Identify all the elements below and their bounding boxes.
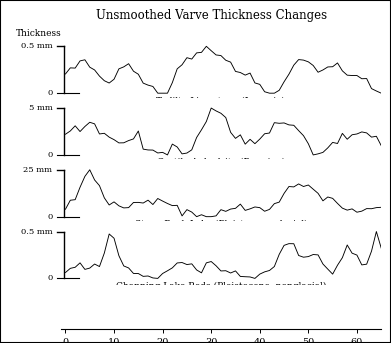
Text: 0: 0 bbox=[47, 89, 52, 97]
Text: 0: 0 bbox=[47, 151, 52, 159]
Text: 25 mm: 25 mm bbox=[23, 166, 52, 174]
Text: 0: 0 bbox=[47, 274, 52, 282]
Text: Steep Rock Lake (Pleistocene glacial): Steep Rock Lake (Pleistocene glacial) bbox=[135, 220, 307, 229]
Text: 0.5 mm: 0.5 mm bbox=[21, 227, 52, 236]
Text: Thickness: Thickness bbox=[16, 29, 61, 38]
Text: 0: 0 bbox=[47, 213, 52, 221]
Text: 0.5 mm: 0.5 mm bbox=[21, 42, 52, 50]
Text: 5 mm: 5 mm bbox=[29, 104, 52, 112]
Text: Castile Anhydrite (Permian): Castile Anhydrite (Permian) bbox=[157, 158, 285, 167]
Text: Todilto Limestone (Jurassic): Todilto Limestone (Jurassic) bbox=[156, 97, 285, 106]
Text: Channing Lake Beds (Pleistocene, nonglacial): Channing Lake Beds (Pleistocene, nonglac… bbox=[116, 282, 326, 291]
Text: Unsmoothed Varve Thickness Changes: Unsmoothed Varve Thickness Changes bbox=[95, 9, 327, 22]
